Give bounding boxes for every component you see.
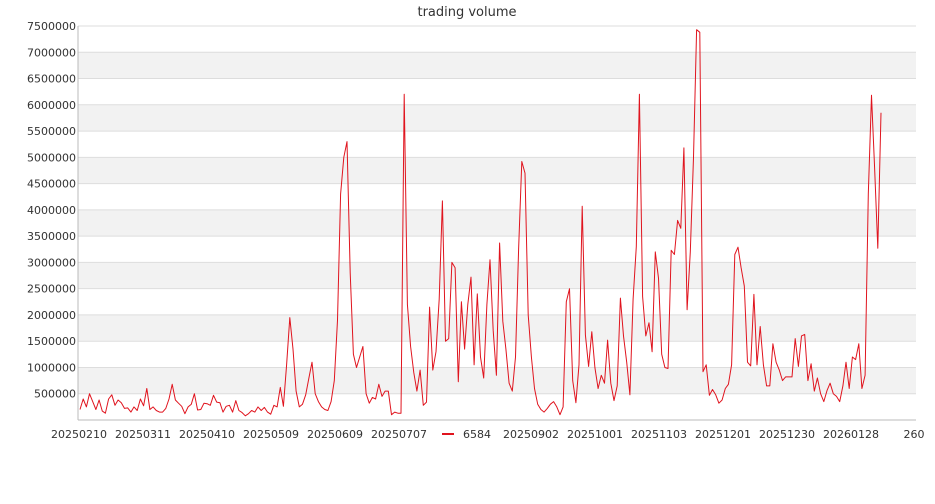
x-tick-label: 20250410 (179, 428, 235, 441)
x-tick-label: 20250509 (243, 428, 299, 441)
grid-band (78, 104, 916, 132)
legend-label: 6584 (463, 428, 491, 441)
y-tick-label: 7500000 (27, 20, 76, 33)
y-tick-label: 4000000 (27, 204, 76, 217)
legend: 6584 (442, 428, 491, 441)
x-tick-label: 20250609 (307, 428, 363, 441)
y-tick-label: 1500000 (27, 335, 76, 348)
y-axis-tick-labels: 500000 1000000 1500000 2000000 2500000 300000… (27, 20, 76, 401)
series-line (79, 29, 882, 417)
y-tick-label: 3000000 (27, 256, 76, 269)
grid-band (78, 367, 916, 394)
x-tick-label: 20250902 (503, 428, 559, 441)
y-tick-label: 500000 (34, 388, 76, 401)
grid-band (78, 157, 916, 184)
chart-title: trading volume (417, 5, 516, 20)
x-tick-label: 20250311 (115, 428, 171, 441)
grid-band (78, 209, 916, 237)
y-tick-label: 2000000 (27, 309, 76, 322)
y-tick-label: 4500000 (27, 178, 76, 191)
grid-band (78, 262, 916, 289)
grid-bands (78, 52, 916, 394)
y-tick-label: 6000000 (27, 99, 76, 112)
y-tick-label: 5000000 (27, 151, 76, 164)
x-tick-label: 20250707 (371, 428, 427, 441)
y-tick-label: 6500000 (27, 73, 76, 86)
y-tick-label: 3500000 (27, 230, 76, 243)
y-tick-label: 1000000 (27, 361, 76, 374)
x-tick-label: 20260128 (823, 428, 879, 441)
x-tick-label: 260 (904, 428, 925, 441)
x-tick-label: 20251103 (631, 428, 687, 441)
x-tick-label: 20250210 (51, 428, 107, 441)
x-tick-label: 20251201 (695, 428, 751, 441)
y-tick-label: 5500000 (27, 125, 76, 138)
x-tick-label: 20251230 (759, 428, 815, 441)
x-axis-tick-labels: 20250210 20250311 20250410 20250509 20250609… (51, 428, 925, 441)
x-tick-label: 20251001 (567, 428, 623, 441)
series-lines (79, 29, 882, 417)
grid-band (78, 52, 916, 79)
y-tick-label: 7000000 (27, 46, 76, 59)
y-tick-label: 2500000 (27, 283, 76, 296)
axes (77, 26, 916, 421)
gridlines (78, 25, 916, 395)
